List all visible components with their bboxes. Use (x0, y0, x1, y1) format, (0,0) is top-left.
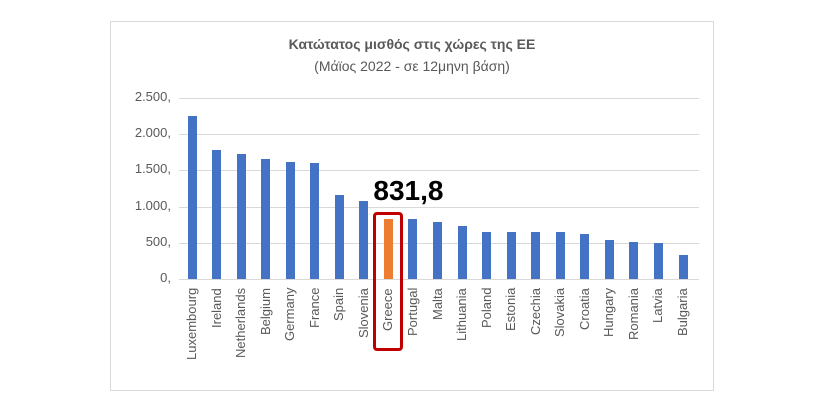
x-tick-label: Poland (478, 287, 494, 328)
x-tick-label: Bulgaria (675, 288, 690, 336)
x-tick-label: Czechia (527, 288, 543, 335)
x-tick-label: Romania (625, 287, 641, 340)
chart-title: Κατώτατος μισθός στις χώρες της ΕΕ (288, 36, 536, 52)
x-tick-label: Lithuania (454, 288, 470, 341)
x-tick-label: Estonia (503, 287, 519, 331)
bar-germany (285, 161, 295, 279)
gridline (179, 279, 699, 280)
bar-slovenia (359, 201, 369, 279)
x-tick-label: Croatia (576, 288, 592, 330)
x-tick-label: Luxembourg (184, 287, 199, 360)
x-tick-label: Slovakia (552, 287, 568, 337)
y-tick-label: 1.000, (134, 197, 171, 213)
bar-portugal (408, 219, 418, 279)
y-tick-label: 0, (160, 270, 171, 285)
x-tick-label: France (306, 287, 322, 328)
x-tick-label: Germany (282, 287, 298, 341)
x-tick-label: Portugal (404, 287, 420, 336)
x-tick-label: Latvia (650, 288, 666, 323)
bar-czechia (531, 231, 541, 279)
y-tick-label: 1.500, (134, 161, 171, 177)
highlight-box (373, 212, 404, 351)
bar-france (310, 162, 320, 279)
bar-netherlands (236, 154, 246, 279)
y-tick-label: 2.000, (134, 125, 171, 141)
x-tick-label: Ireland (208, 288, 224, 328)
highlight-value-label: 831,8 (373, 175, 444, 206)
chart-subtitle: (Μάϊος 2022 - σε 12μηνη βάση) (314, 58, 510, 74)
x-tick-label: Hungary (601, 287, 617, 337)
bar-croatia (580, 233, 590, 279)
bar-belgium (261, 158, 271, 279)
bar-latvia (653, 242, 663, 279)
bar-spain (334, 194, 344, 279)
gridline (179, 134, 699, 136)
gridline (179, 206, 699, 208)
x-tick-label: Netherlands (233, 287, 249, 358)
plot-area: 0, 500, 1.000, 1.500, 2.000, 2.500, Luxembourg… (111, 22, 713, 390)
bar-lithuania (457, 226, 467, 279)
x-tick-label: Slovenia (355, 288, 371, 338)
bar-estonia (506, 231, 516, 279)
bar-slovakia (555, 232, 565, 279)
x-tick-label: Spain (331, 287, 347, 321)
gridline (179, 170, 699, 172)
chart-frame: Κατώτατος μισθός στις χώρες της ΕΕ (Μάϊο… (110, 21, 714, 391)
bar-romania (629, 241, 639, 279)
y-tick-label: 500, (145, 233, 171, 249)
x-tick-label: Belgium (257, 288, 273, 335)
y-tick-label: 2.500, (134, 89, 171, 104)
x-tick-label: Malta (429, 288, 445, 320)
gridline (179, 98, 699, 99)
bar-luxembourg (187, 115, 197, 279)
bar-poland (482, 231, 492, 279)
bar-bulgaria (678, 254, 688, 279)
bar-hungary (604, 239, 614, 279)
bar-malta (433, 221, 442, 279)
bar-greece (383, 218, 393, 279)
bar-ireland (212, 150, 222, 279)
